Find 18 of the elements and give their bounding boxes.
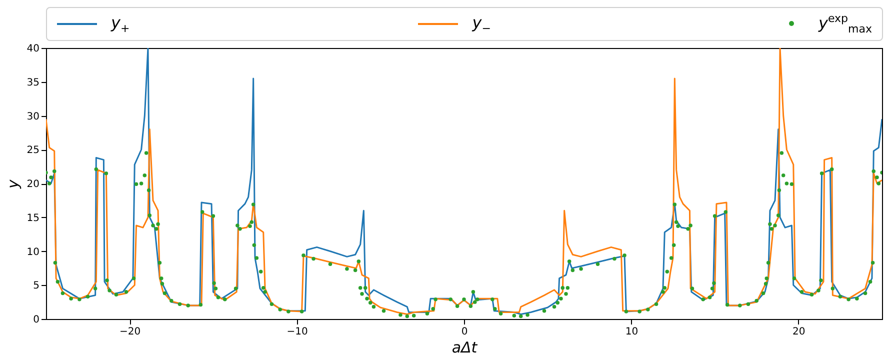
x-tick-label: −20: [120, 326, 141, 338]
y-tick-label: 35: [26, 77, 40, 88]
legend-label: y$_{+}$: [111, 12, 130, 36]
x-tick-label: 10: [625, 326, 638, 338]
legend-label: y$_{−}$: [472, 12, 491, 36]
x-tick-label: −10: [286, 326, 308, 338]
y-tick-label: 5: [33, 280, 40, 292]
y-axis-title: y: [4, 178, 22, 190]
x-tick-label: 0: [461, 326, 468, 338]
y-tick-label: 40: [26, 44, 40, 54]
y-tick-label: 20: [26, 179, 40, 190]
y-tick-label: 30: [26, 111, 40, 122]
y-tick-label: 0: [33, 314, 40, 326]
y-tick-label: 10: [26, 246, 40, 258]
y-tick-label: 15: [26, 212, 40, 224]
x-axis-title: aΔt: [452, 338, 478, 356]
y-tick-label: 25: [26, 145, 40, 156]
x-tick-label: 20: [792, 326, 806, 338]
